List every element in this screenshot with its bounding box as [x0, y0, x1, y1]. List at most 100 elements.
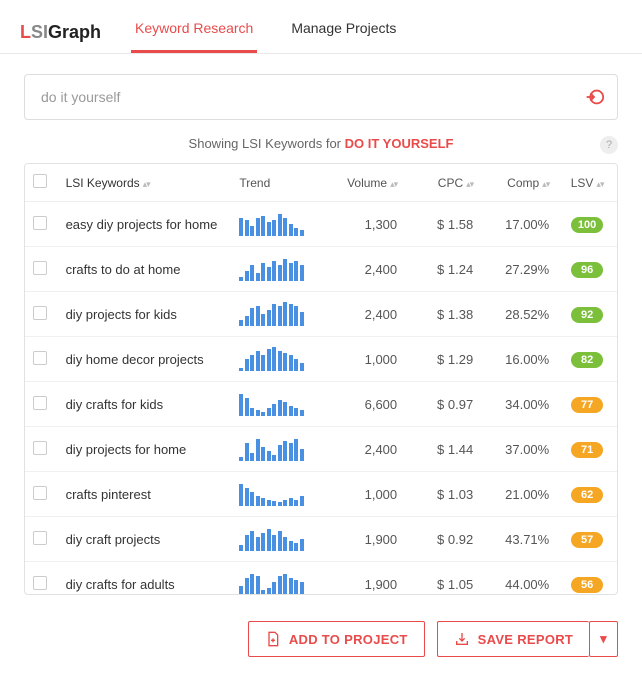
row-checkbox[interactable]: [33, 351, 47, 365]
cell-trend: [231, 562, 329, 595]
cell-comp: 21.00%: [481, 472, 557, 517]
lsv-pill: 96: [571, 262, 603, 278]
search-input[interactable]: [37, 75, 583, 119]
cell-trend: [231, 337, 329, 382]
cell-keyword[interactable]: crafts to do at home: [58, 247, 232, 292]
cell-keyword[interactable]: diy home decor projects: [58, 337, 232, 382]
cell-trend: [231, 292, 329, 337]
cell-cpc: $ 1.44: [405, 427, 481, 472]
row-checkbox[interactable]: [33, 486, 47, 500]
tab-keyword-research[interactable]: Keyword Research: [131, 12, 257, 53]
cell-keyword[interactable]: diy projects for kids: [58, 292, 232, 337]
cell-keyword[interactable]: diy crafts for kids: [58, 382, 232, 427]
cell-cpc: $ 1.03: [405, 472, 481, 517]
table-row: crafts to do at home 2,400$ 1.2427.29% 96: [25, 247, 617, 292]
cell-lsv: 77: [557, 382, 617, 427]
header: LSIGraph Keyword Research Manage Projects: [0, 0, 642, 54]
lsv-pill: 56: [571, 577, 603, 593]
col-lsv[interactable]: LSV▴▾: [557, 164, 617, 202]
cell-trend: [231, 472, 329, 517]
logo: LSIGraph: [20, 22, 101, 43]
sparkline: [239, 257, 321, 281]
add-to-project-button[interactable]: ADD TO PROJECT: [248, 621, 425, 657]
col-select[interactable]: [25, 164, 58, 202]
row-checkbox[interactable]: [33, 261, 47, 275]
download-icon: [454, 631, 470, 647]
results-scroll[interactable]: LSI Keywords▴▾ Trend Volume▴▾ CPC▴▾ Comp…: [25, 164, 617, 594]
results-table: LSI Keywords▴▾ Trend Volume▴▾ CPC▴▾ Comp…: [25, 164, 617, 594]
search-box: [24, 74, 618, 120]
cell-cpc: $ 1.29: [405, 337, 481, 382]
cell-comp: 37.00%: [481, 427, 557, 472]
cell-volume: 1,300: [329, 202, 405, 247]
cell-trend: [231, 202, 329, 247]
cell-comp: 27.29%: [481, 247, 557, 292]
result-summary-keyword: DO IT YOURSELF: [345, 136, 454, 151]
cell-comp: 34.00%: [481, 382, 557, 427]
save-report-button[interactable]: SAVE REPORT: [437, 621, 590, 657]
cell-keyword[interactable]: easy diy projects for home: [58, 202, 232, 247]
lsv-pill: 82: [571, 352, 603, 368]
col-volume[interactable]: Volume▴▾: [329, 164, 405, 202]
col-trend: Trend: [231, 164, 329, 202]
row-checkbox[interactable]: [33, 306, 47, 320]
row-checkbox[interactable]: [33, 216, 47, 230]
sparkline: [239, 212, 321, 236]
row-checkbox[interactable]: [33, 576, 47, 590]
cell-comp: 43.71%: [481, 517, 557, 562]
table-row: diy home decor projects1,000$ 1.2916.00%…: [25, 337, 617, 382]
table-row: diy projects for kids2,400$ 1.3828.52%92: [25, 292, 617, 337]
cell-keyword[interactable]: diy craft projects: [58, 517, 232, 562]
cell-keyword[interactable]: crafts pinterest: [58, 472, 232, 517]
cell-trend: [231, 517, 329, 562]
cell-lsv: 57: [557, 517, 617, 562]
cell-lsv: 62: [557, 472, 617, 517]
lsv-pill: 71: [571, 442, 603, 458]
col-cpc[interactable]: CPC▴▾: [405, 164, 481, 202]
cell-lsv: 96: [557, 247, 617, 292]
table-header-row: LSI Keywords▴▾ Trend Volume▴▾ CPC▴▾ Comp…: [25, 164, 617, 202]
table-row: diy crafts for kids6,600$ 0.9734.00%77: [25, 382, 617, 427]
cell-lsv: 100: [557, 202, 617, 247]
cell-trend: [231, 427, 329, 472]
cell-volume: 1,000: [329, 337, 405, 382]
cell-trend: [231, 247, 329, 292]
cell-volume: 6,600: [329, 382, 405, 427]
cell-cpc: $ 1.24: [405, 247, 481, 292]
sort-icon: ▴▾: [466, 179, 473, 189]
tab-manage-projects[interactable]: Manage Projects: [287, 12, 400, 53]
content-area: Showing LSI Keywords for DO IT YOURSELF …: [0, 54, 642, 607]
cell-volume: 2,400: [329, 427, 405, 472]
row-checkbox[interactable]: [33, 531, 47, 545]
table-row: diy crafts for adults1,900$ 1.0544.00%56: [25, 562, 617, 595]
cell-lsv: 56: [557, 562, 617, 595]
cell-cpc: $ 1.58: [405, 202, 481, 247]
select-all-checkbox[interactable]: [33, 174, 47, 188]
col-comp[interactable]: Comp▴▾: [481, 164, 557, 202]
document-plus-icon: [265, 631, 281, 647]
cell-cpc: $ 0.92: [405, 517, 481, 562]
lsv-pill: 77: [571, 397, 603, 413]
col-keyword[interactable]: LSI Keywords▴▾: [58, 164, 232, 202]
cell-comp: 44.00%: [481, 562, 557, 595]
sort-icon: ▴▾: [390, 179, 397, 189]
result-summary: Showing LSI Keywords for DO IT YOURSELF …: [24, 136, 618, 151]
save-report-caret[interactable]: ▾: [589, 621, 618, 657]
row-checkbox[interactable]: [33, 441, 47, 455]
cell-keyword[interactable]: diy projects for home: [58, 427, 232, 472]
table-row: diy craft projects 1,900$ 0.9243.71% 57: [25, 517, 617, 562]
search-submit-icon[interactable]: [583, 86, 605, 108]
row-checkbox[interactable]: [33, 396, 47, 410]
cell-volume: 1,900: [329, 517, 405, 562]
lsv-pill: 57: [571, 532, 603, 548]
cell-comp: 17.00%: [481, 202, 557, 247]
sort-icon: ▴▾: [596, 179, 603, 189]
cell-volume: 2,400: [329, 247, 405, 292]
lsv-pill: 100: [571, 217, 603, 233]
nav-tabs: Keyword Research Manage Projects: [131, 12, 400, 53]
table-row: easy diy projects for home 1,300$ 1.5817.…: [25, 202, 617, 247]
help-icon[interactable]: ?: [600, 136, 618, 154]
cell-keyword[interactable]: diy crafts for adults: [58, 562, 232, 595]
cell-lsv: 92: [557, 292, 617, 337]
cell-volume: 1,000: [329, 472, 405, 517]
